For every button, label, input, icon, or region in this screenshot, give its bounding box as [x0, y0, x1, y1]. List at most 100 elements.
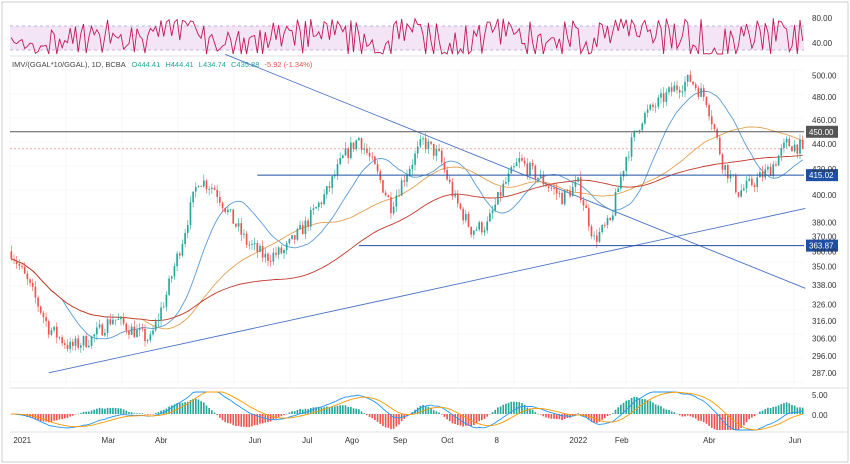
macd-bar	[662, 408, 665, 414]
macd-bar	[309, 407, 312, 414]
macd-bar	[125, 410, 128, 414]
macd-bar	[462, 414, 464, 427]
macd-bar	[109, 407, 112, 414]
candle	[630, 132, 633, 162]
candle	[478, 220, 481, 232]
macd-bar	[478, 414, 481, 422]
candle	[355, 139, 358, 152]
macd-bar	[269, 414, 272, 422]
macd-bar	[617, 407, 620, 414]
candle	[197, 185, 200, 188]
macd-bar	[577, 413, 579, 414]
macd-bar	[555, 414, 558, 420]
candle	[178, 251, 181, 260]
macd-bar	[595, 414, 598, 423]
macd-bar	[347, 406, 350, 414]
macd-bar	[66, 414, 69, 418]
macd-bar	[176, 403, 178, 414]
candle	[55, 322, 58, 344]
candle	[481, 220, 483, 236]
macd-bar	[128, 412, 130, 414]
macd-bar	[47, 414, 50, 423]
x-tick-label: Mar	[102, 436, 116, 445]
macd-bar	[705, 414, 708, 424]
candle	[395, 189, 398, 212]
macd-bar	[213, 412, 216, 414]
macd-bar	[93, 409, 96, 414]
candle	[71, 338, 74, 351]
candle	[390, 191, 392, 219]
candle	[521, 154, 523, 163]
candle	[523, 157, 526, 167]
macd-bar	[371, 414, 374, 419]
macd-bar	[753, 414, 756, 417]
candle	[427, 138, 430, 155]
y-tick-label: 306.00	[812, 334, 837, 343]
price-pane: 450.00 415.02 363.87 500.00 480.00 460.00 440…	[9, 53, 838, 386]
candle	[26, 270, 29, 286]
candle	[419, 134, 422, 149]
candle	[652, 102, 654, 111]
candle	[53, 326, 55, 333]
macd-bar	[796, 407, 799, 414]
macd-bar	[732, 414, 734, 430]
macd-bar	[144, 414, 146, 415]
candle	[235, 223, 237, 229]
macd-bar	[202, 402, 205, 414]
macd-bar	[368, 414, 371, 417]
candle	[384, 190, 387, 197]
candle	[96, 321, 98, 341]
candle	[176, 251, 178, 271]
macd-bar	[288, 412, 291, 414]
macd-bar	[483, 414, 486, 419]
macd-bar	[636, 397, 638, 414]
macd-bar	[299, 409, 301, 414]
macd-bar	[440, 414, 443, 415]
macd-bar	[328, 406, 331, 414]
candle	[724, 164, 726, 176]
x-axis: 2021 Mar Abr Jun Jul Ago Sep Oct 8 2022 Feb Abr Jun	[13, 436, 801, 445]
macd-bar	[350, 406, 352, 414]
candle	[219, 191, 221, 207]
candle	[665, 88, 668, 107]
candle	[625, 156, 628, 177]
candle	[146, 338, 149, 344]
candle	[499, 186, 502, 202]
macd-bar	[708, 414, 710, 426]
macd-bar	[529, 408, 531, 414]
macd-bar	[590, 414, 593, 422]
candle	[245, 231, 248, 248]
macd-bar	[678, 414, 681, 416]
candle	[15, 255, 18, 269]
legend-open: O444.41	[131, 60, 160, 69]
candle	[662, 87, 665, 108]
macd-bar	[189, 400, 192, 414]
macd-bar	[342, 405, 344, 414]
candle	[320, 201, 323, 209]
macd-bar	[684, 414, 686, 417]
macd-bar	[531, 409, 534, 414]
macd-bar	[149, 414, 152, 415]
macd-bar	[85, 411, 88, 414]
macd-bar	[467, 414, 470, 426]
macd-bar	[387, 414, 390, 428]
candle	[333, 169, 336, 179]
macd-bar	[253, 414, 256, 426]
macd-bar	[625, 400, 628, 414]
x-tick-label: Ago	[345, 436, 360, 445]
candle	[606, 215, 609, 229]
macd-bar	[146, 414, 149, 415]
macd-bar	[384, 414, 387, 428]
macd-bar	[224, 414, 227, 423]
candle	[144, 324, 146, 347]
x-tick-label: 8	[495, 436, 500, 445]
candle	[213, 185, 216, 191]
candle	[681, 85, 684, 97]
macd-bar	[422, 405, 424, 414]
candle	[641, 121, 644, 133]
price-level-badge	[806, 169, 838, 182]
x-tick-label: Sep	[393, 436, 408, 445]
candle	[435, 144, 438, 162]
candle	[459, 202, 462, 211]
candle	[360, 137, 363, 154]
